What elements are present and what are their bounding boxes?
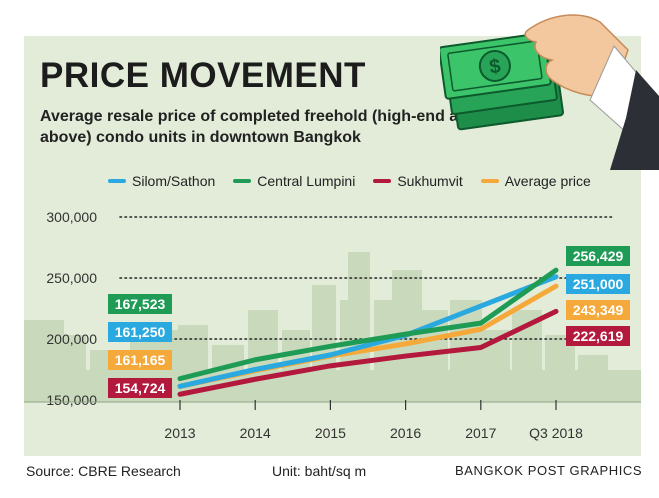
end-label-box (566, 274, 630, 294)
start-label-box (108, 350, 172, 370)
y-tick-label: 200,000 (46, 331, 97, 347)
source-note: Source: CBRE Research (26, 463, 181, 479)
end-label-box (566, 300, 630, 320)
legend-item: Average price (480, 173, 591, 189)
start-label-box (108, 378, 172, 398)
end-label: 251,000 (573, 276, 624, 292)
legend-swatch (480, 179, 499, 183)
x-axis: 2013 2014 2015 2016 2017 Q3 2018 (24, 400, 641, 441)
legend-label: Average price (504, 173, 591, 189)
legend-item: Central Lumpini (233, 173, 355, 189)
start-label: 161,250 (115, 324, 166, 340)
x-tick-label: 2016 (390, 425, 421, 441)
start-label: 154,724 (115, 380, 166, 396)
start-label: 167,523 (115, 296, 166, 312)
x-tick-label: 2017 (465, 425, 496, 441)
x-tick-label: 2014 (240, 425, 271, 441)
x-tick-label: 2015 (315, 425, 346, 441)
legend-label: Sukhumvit (397, 173, 463, 189)
chart-subtitle: Average resale price of completed freeho… (40, 108, 478, 146)
start-label-box (108, 322, 172, 342)
legend-swatch (233, 179, 252, 183)
legend-swatch (108, 179, 126, 183)
end-label-box (566, 326, 630, 346)
end-label: 222,619 (573, 328, 624, 344)
y-tick-label: 300,000 (46, 209, 97, 225)
legend-label: Central Lumpini (257, 173, 356, 189)
y-tick-label: 150,000 (46, 392, 97, 408)
series-line-sukhumvit (177, 308, 559, 397)
legend: Silom/Sathon Central Lumpini Sukhumvit Aver… (108, 173, 591, 189)
start-label-box (108, 294, 172, 314)
legend-item: Silom/Sathon (108, 173, 215, 189)
legend-item: Sukhumvit (373, 173, 463, 189)
end-label: 256,429 (573, 248, 624, 264)
x-tick-label: Q3 2018 (529, 425, 583, 441)
credit-note: BANGKOK POST GRAPHICS (455, 463, 643, 478)
y-axis: 150,000 200,000 250,000 300,000 (46, 209, 97, 408)
series-line-central-lumpini (177, 267, 559, 382)
start-label: 161,165 (115, 352, 166, 368)
end-label-box (566, 246, 630, 266)
end-label: 243,349 (573, 302, 624, 318)
series-line-silom-sathon (177, 274, 559, 389)
legend-label: Silom/Sathon (132, 173, 216, 189)
x-tick-label: 2013 (164, 425, 195, 441)
svg-text:$: $ (488, 55, 502, 78)
chart-title: PRICE MOVEMENT (40, 56, 366, 95)
legend-swatch (373, 179, 392, 183)
y-tick-label: 250,000 (46, 270, 97, 286)
series-lines (177, 267, 559, 397)
data-labels: 167,523 161,250 161,165 154,724 256,429 251,0… (108, 246, 630, 398)
hand-holding-money-icon: $ (440, 14, 659, 170)
unit-note: Unit: baht/sq m (272, 463, 367, 479)
